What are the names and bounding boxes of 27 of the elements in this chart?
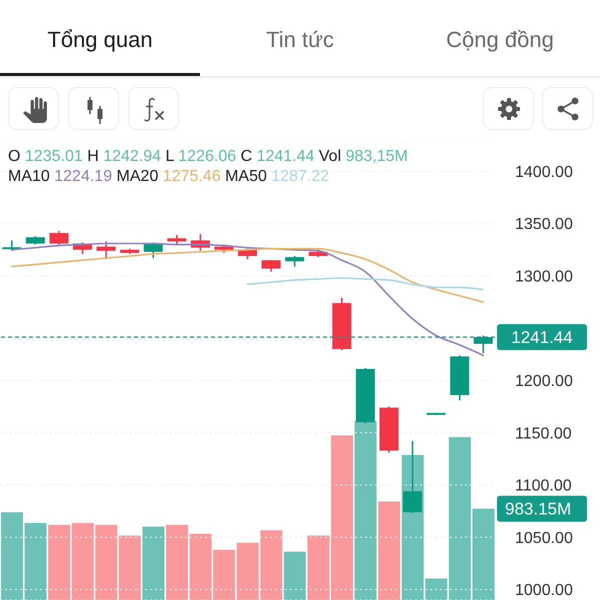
candlestick — [262, 259, 281, 272]
candlestick — [167, 234, 186, 246]
y-tick-label: 1200.00 — [515, 373, 573, 390]
y-tick-label: 1300.00 — [515, 268, 573, 286]
y-tick-label: 1400.00 — [515, 164, 573, 181]
line-series — [10, 248, 484, 303]
candlestick — [49, 230, 68, 246]
text: Tin tức — [265, 26, 335, 54]
y-tick-label: 1350.00 — [515, 216, 573, 234]
text: O 1235.01 H 1242.94 L 1226.06 C 1241.44 Vol 983,15M — [8, 148, 408, 165]
y-tick-label: 1100.00 — [515, 478, 572, 495]
bar — [378, 502, 400, 600]
annotation: MA10 1224.19 MA20 1275.46 MA50 1287.22 — [8, 168, 330, 185]
text: Cộng đồng — [445, 26, 555, 54]
bar — [260, 530, 282, 600]
y-tick-label: 1050.00 — [515, 530, 573, 547]
ref-line-label: 1241.44 — [511, 328, 573, 348]
bar — [354, 421, 377, 600]
text: Tổng quan — [46, 26, 154, 54]
bar — [284, 552, 306, 600]
y-tick-label: 1150.00 — [515, 425, 572, 442]
candlestick — [96, 240, 116, 260]
candlestick — [285, 255, 304, 268]
line-series — [246, 277, 484, 290]
y-tick-label: 1000.00 — [515, 582, 573, 600]
text: 983.15M — [505, 500, 572, 519]
bar — [142, 526, 164, 600]
